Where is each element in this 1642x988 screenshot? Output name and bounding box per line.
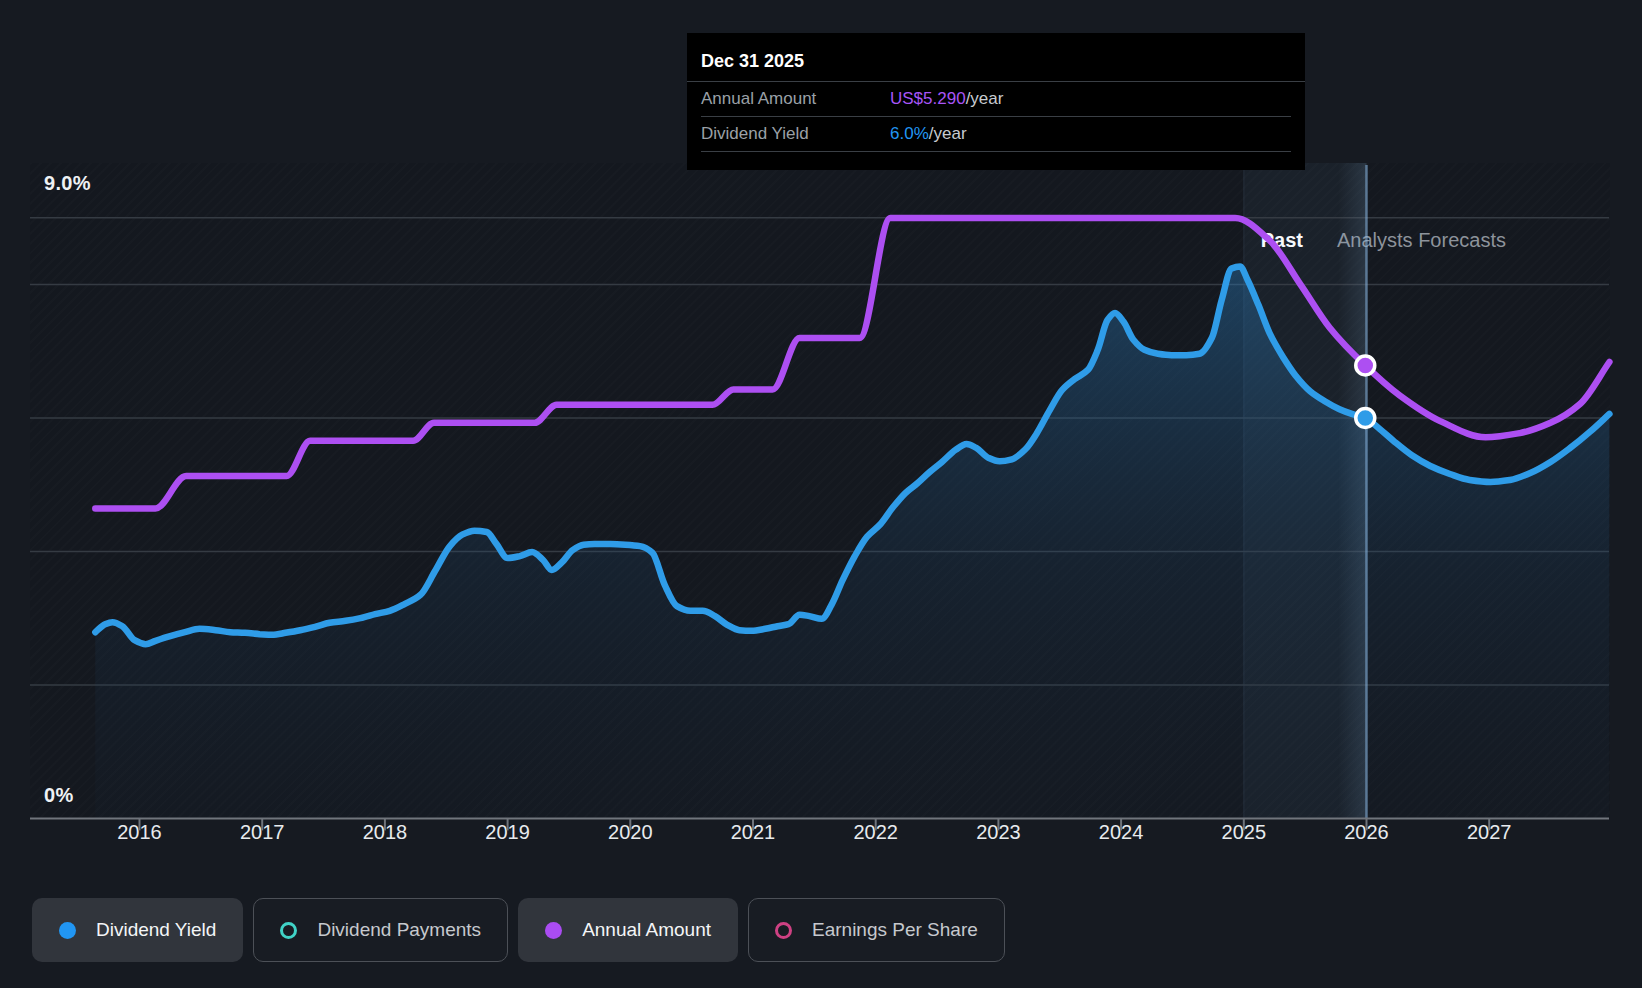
legend-label: Dividend Yield — [96, 919, 216, 941]
dividend-yield-dot-icon — [59, 922, 76, 939]
tooltip-label: Dividend Yield — [701, 124, 890, 144]
tooltip-label: Annual Amount — [701, 89, 890, 109]
legend-label: Earnings Per Share — [812, 919, 978, 941]
tooltip-date: Dec 31 2025 — [687, 33, 1305, 82]
annual-amount-dot-icon — [545, 922, 562, 939]
dividend-yield-marker — [1356, 408, 1375, 427]
legend-button-dividend-yield[interactable]: Dividend Yield — [32, 898, 243, 962]
annual-amount-marker — [1356, 356, 1375, 375]
tooltip-value-dividend-yield: 6.0% — [890, 124, 929, 144]
tooltip-row-annual-amount: Annual Amount US$5.290/year — [701, 82, 1291, 117]
tooltip-row-dividend-yield: Dividend Yield 6.0%/year — [701, 117, 1291, 152]
tooltip-suffix: /year — [966, 89, 1004, 109]
dividend-chart-widget: 9.0% 0% 20162017201820192020202120222023… — [0, 0, 1642, 988]
divider-glow — [1338, 163, 1367, 818]
legend-button-dividend-payments[interactable]: Dividend Payments — [253, 898, 508, 962]
chart-legend: Dividend Yield Dividend Payments Annual … — [32, 898, 1005, 962]
dividend-payments-ring-icon — [280, 922, 297, 939]
tooltip-suffix: /year — [929, 124, 967, 144]
tooltip-value-annual-amount: US$5.290 — [890, 89, 966, 109]
legend-label: Annual Amount — [582, 919, 711, 941]
earnings-per-share-ring-icon — [775, 922, 792, 939]
yield-area-fill — [95, 266, 1609, 818]
legend-button-earnings-per-share[interactable]: Earnings Per Share — [748, 898, 1005, 962]
chart-tooltip: Dec 31 2025 Annual Amount US$5.290/year … — [687, 33, 1305, 170]
legend-button-annual-amount[interactable]: Annual Amount — [518, 898, 738, 962]
legend-label: Dividend Payments — [317, 919, 481, 941]
